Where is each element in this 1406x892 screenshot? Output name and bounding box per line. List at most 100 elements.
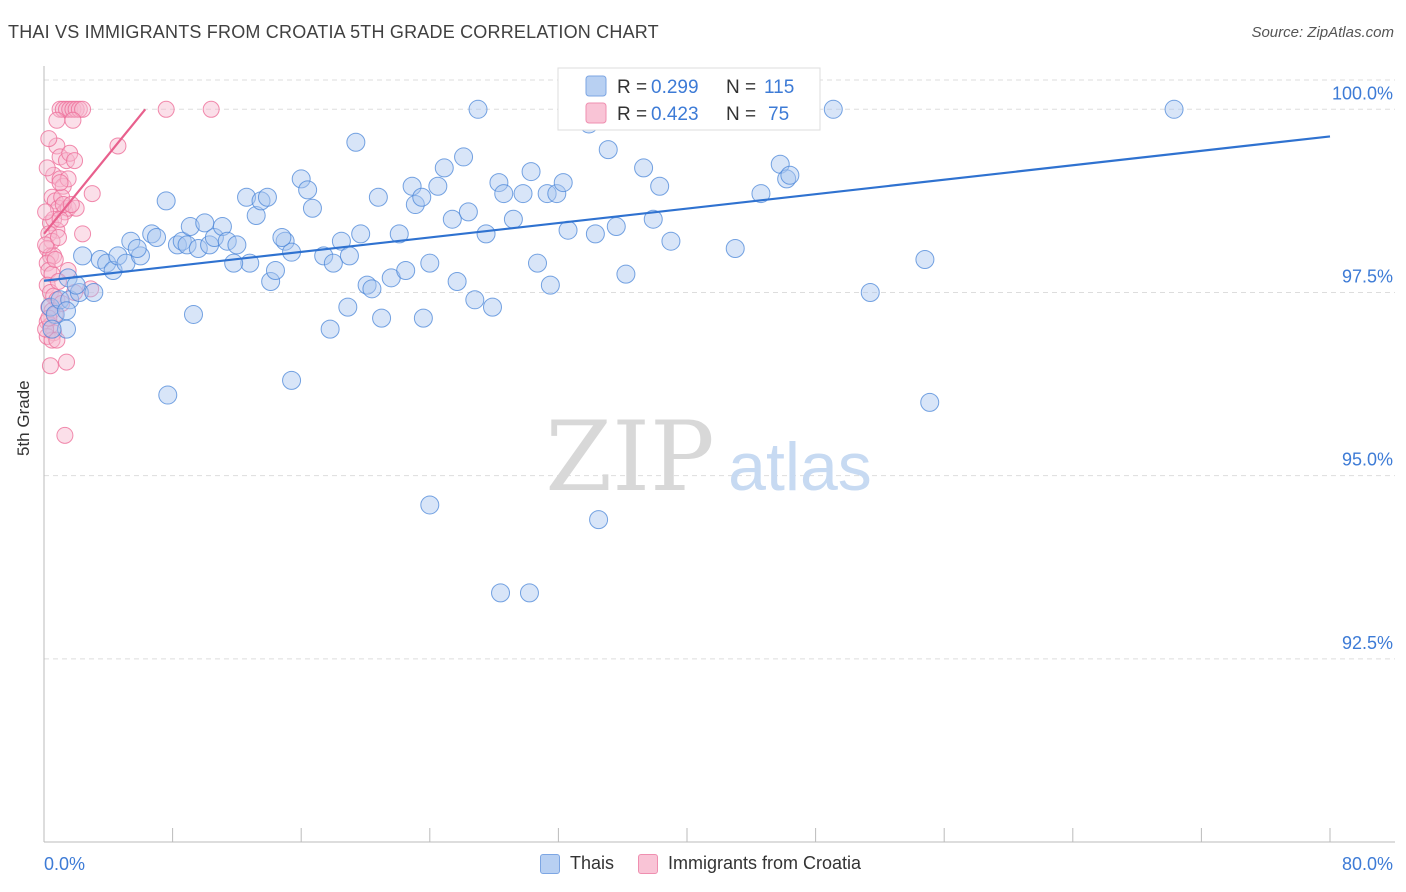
grid-lines	[44, 79, 1395, 660]
data-point-thais	[465, 290, 485, 310]
data-point-thais	[298, 180, 318, 200]
data-point-thais	[108, 246, 128, 266]
trend-line-thais	[43, 135, 1331, 282]
data-point-thais	[45, 304, 65, 324]
data-point-thais	[362, 279, 382, 299]
data-point-thais	[420, 253, 440, 273]
data-point-croatia	[53, 188, 71, 206]
data-point-thais	[553, 173, 573, 193]
legend-r-value-croatia: 0.423	[651, 104, 699, 125]
data-point-croatia	[62, 196, 80, 214]
data-point-thais	[468, 99, 488, 119]
data-point-thais	[121, 231, 141, 251]
data-point-thais	[476, 224, 496, 244]
watermark-atlas: atlas	[728, 429, 872, 505]
data-point-thais	[503, 209, 523, 229]
data-point-croatia	[41, 357, 59, 375]
data-point-croatia	[74, 225, 92, 243]
legend-label-thais: Thais	[570, 853, 615, 873]
data-point-thais	[73, 246, 93, 266]
data-point-croatia	[51, 210, 69, 228]
data-point-thais	[180, 217, 200, 237]
data-point-croatia	[37, 203, 55, 221]
data-point-thais	[751, 184, 771, 204]
data-point-thais	[147, 228, 167, 248]
watermark: ZIP atlas	[545, 401, 871, 513]
legend-swatch-croatia	[585, 102, 607, 124]
data-point-thais	[372, 308, 392, 328]
data-point-croatia	[74, 100, 92, 118]
data-point-thais	[227, 235, 247, 255]
data-point-thais	[246, 206, 266, 226]
data-point-thais	[482, 297, 502, 317]
y-tick-label: 97.5%	[1342, 266, 1393, 286]
data-point-thais	[339, 246, 359, 266]
data-point-thais	[183, 304, 203, 324]
data-point-thais	[156, 191, 176, 211]
data-point-croatia	[56, 426, 74, 444]
data-point-croatia	[83, 185, 101, 203]
data-point-thais	[331, 231, 351, 251]
legend-r-label-croatia: R =	[617, 104, 647, 125]
data-point-thais	[217, 231, 237, 251]
data-point-thais	[251, 191, 271, 211]
data-point-thais	[489, 173, 509, 193]
legend-swatch-blue	[540, 853, 560, 874]
data-point-thais	[405, 195, 425, 215]
data-point-thais	[458, 202, 478, 222]
data-point-thais	[261, 271, 281, 291]
data-point-thais	[494, 184, 514, 204]
legend-r-value-thais: 0.299	[651, 77, 699, 98]
data-point-croatia	[46, 251, 64, 269]
legend-item-croatia[interactable]: Immigrants from Croatia	[638, 853, 861, 874]
data-point-croatia	[40, 130, 58, 148]
tick-labels: 92.5% 95.0% 97.5% 100.0% 0.0% 80.0%	[44, 83, 1393, 874]
data-point-croatia	[59, 170, 77, 188]
data-point-thais	[368, 187, 388, 207]
data-point-croatia	[49, 272, 67, 290]
stats-legend: R = 0.299 N = 115 R = 0.423 N = 75	[557, 67, 821, 131]
data-point-thais	[454, 147, 474, 167]
legend-item-thais[interactable]: Thais	[540, 853, 614, 874]
data-point-croatia	[64, 111, 82, 129]
data-point-thais	[598, 140, 618, 160]
data-point-thais	[302, 198, 322, 218]
series-thais-points	[40, 99, 1184, 603]
data-point-thais	[237, 187, 257, 207]
trend-line-croatia	[43, 108, 147, 235]
data-point-thais	[50, 290, 70, 310]
data-point-thais	[547, 184, 567, 204]
data-point-thais	[265, 261, 285, 280]
chart-title: THAI VS IMMIGRANTS FROM CROATIA 5TH GRAD…	[8, 22, 659, 42]
data-point-thais	[823, 99, 843, 119]
legend-n-label-thais: N =	[726, 77, 756, 98]
data-point-thais	[346, 132, 366, 152]
legend-n-value-thais: 115	[764, 77, 794, 98]
legend-swatch-thais	[585, 75, 607, 97]
data-point-thais	[920, 392, 940, 412]
data-point-thais	[420, 495, 440, 515]
data-point-thais	[606, 217, 626, 237]
source-label: Source: ZipAtlas.com	[1251, 24, 1394, 41]
data-point-thais	[589, 510, 609, 530]
data-point-thais	[177, 235, 197, 255]
data-point-croatia	[48, 221, 66, 239]
data-point-thais	[338, 297, 358, 317]
data-point-thais	[320, 319, 340, 339]
y-tick-label: 100.0%	[1332, 83, 1393, 103]
trend-lines	[43, 108, 1331, 282]
data-point-thais	[447, 271, 467, 291]
data-point-croatia	[37, 236, 55, 254]
data-point-thais	[521, 162, 541, 182]
data-point-thais	[188, 239, 208, 259]
data-point-thais	[389, 224, 409, 244]
data-point-thais	[661, 231, 681, 251]
series-croatia-points	[37, 100, 220, 444]
data-point-thais	[519, 583, 539, 603]
data-point-thais	[585, 224, 605, 244]
legend-n-value-croatia: 75	[768, 104, 789, 125]
data-point-thais	[272, 228, 292, 248]
data-point-thais	[634, 158, 654, 178]
data-point-croatia	[82, 280, 100, 298]
